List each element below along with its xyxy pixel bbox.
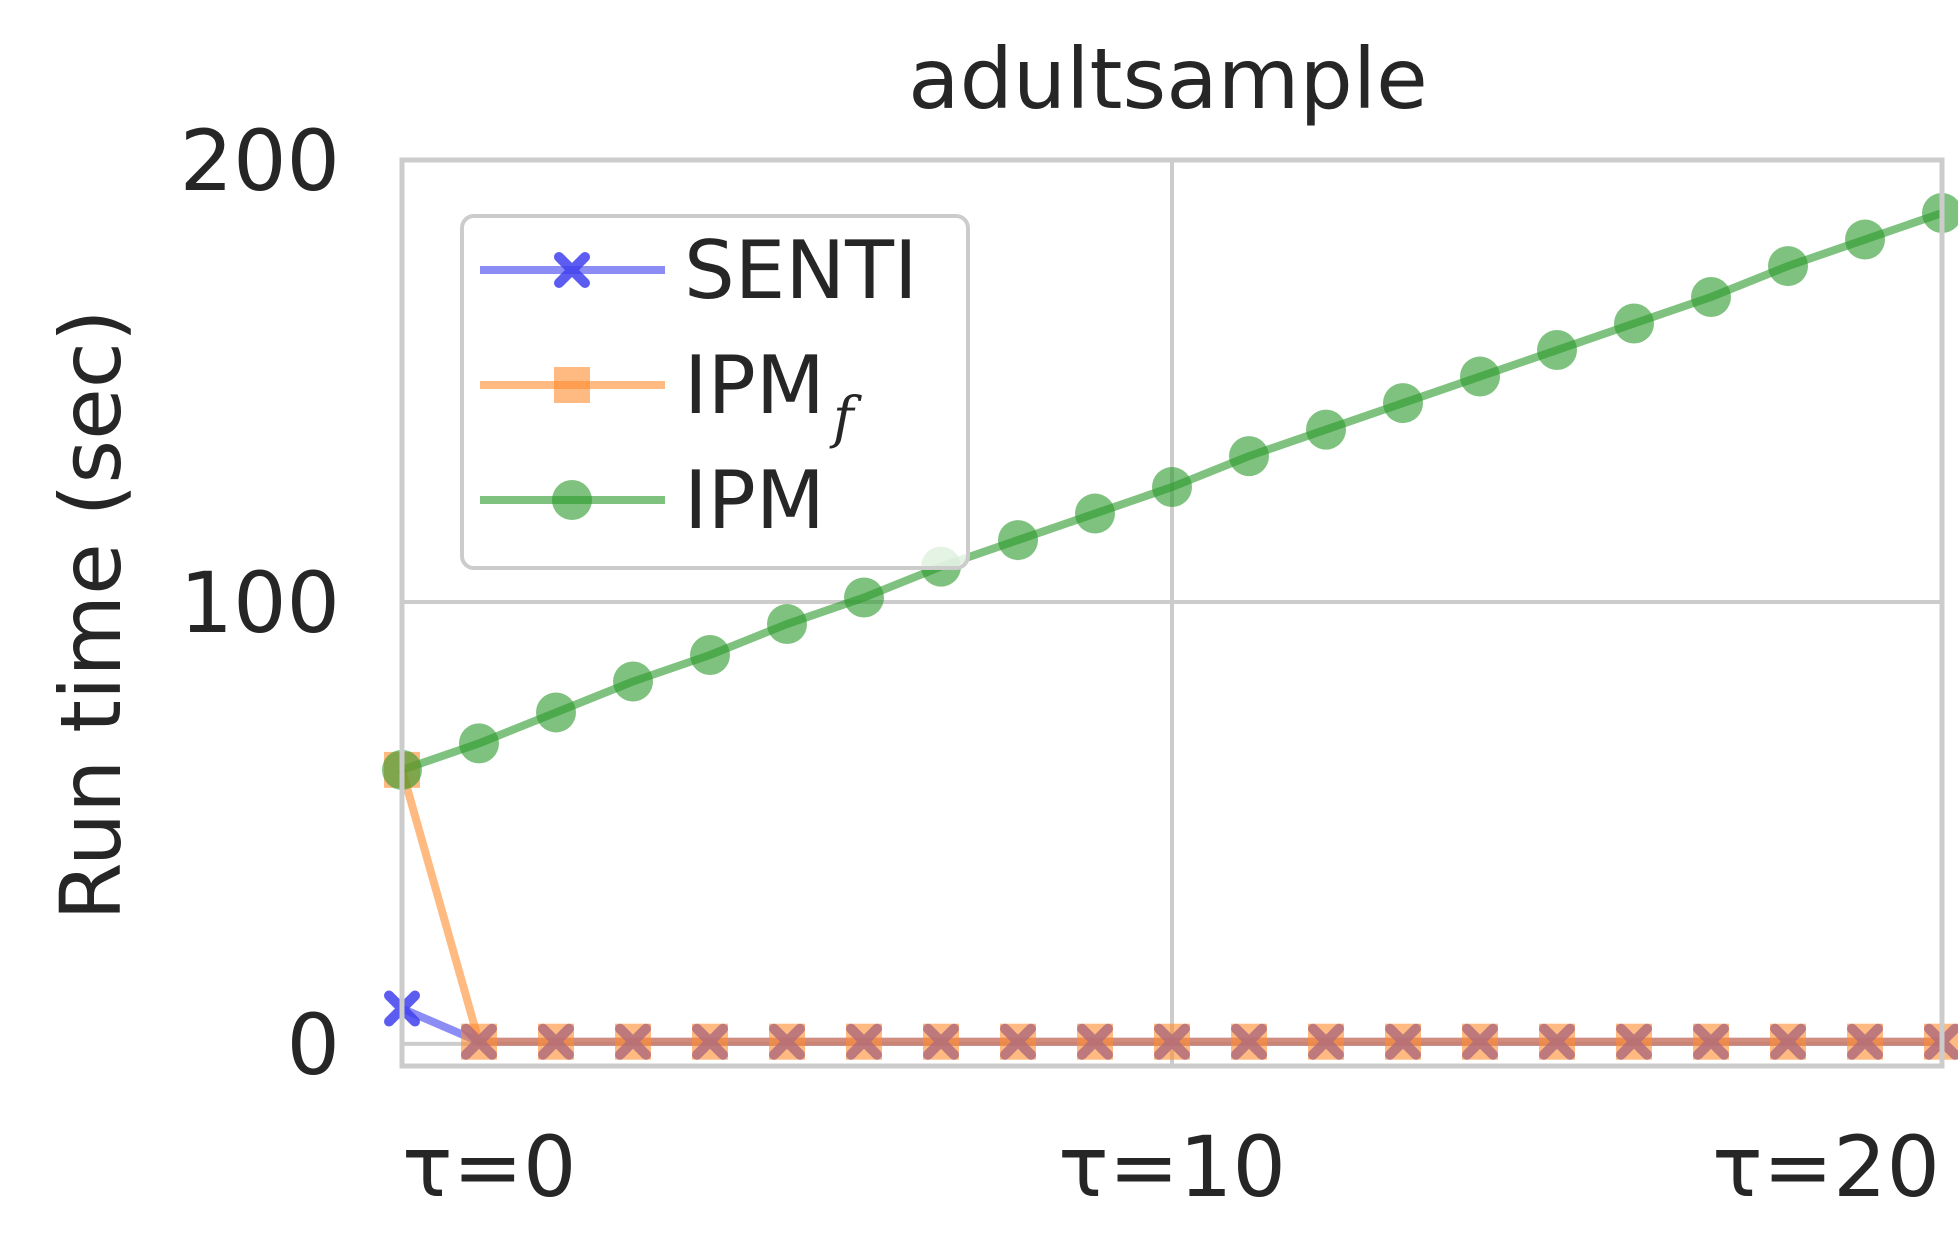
data-point-2-16: [1614, 303, 1654, 344]
plot-frame: [399, 157, 1945, 1069]
data-point-2-8: [998, 520, 1038, 561]
data-point-2-15: [1537, 330, 1577, 371]
x-tick-labels: τ=0 τ=10 τ=20: [402, 1118, 1940, 1216]
data-point-1-19: [1847, 1023, 1883, 1060]
data-point-2-4: [690, 634, 730, 675]
data-point-1-13: [1385, 1023, 1421, 1060]
data-point-2-6: [844, 577, 884, 618]
data-point-2-1: [459, 723, 499, 764]
x-tick-label-2: τ=20: [1712, 1118, 1940, 1216]
data-point-2-17: [1691, 277, 1731, 318]
data-point-1-14: [1462, 1023, 1498, 1060]
data-point-1-12: [1308, 1023, 1344, 1060]
data-point-2-5: [767, 604, 807, 645]
data-point-1-18: [1770, 1023, 1806, 1060]
data-point-1-17: [1693, 1023, 1729, 1060]
data-point-1-1: [461, 1023, 497, 1060]
data-point-2-14: [1460, 356, 1500, 397]
legend-label-2: IPM: [684, 454, 825, 547]
data-point-1-10: [1154, 1023, 1190, 1060]
series-markers: [382, 193, 1958, 1060]
data-point-2-18: [1768, 246, 1808, 287]
data-point-1-5: [769, 1023, 805, 1060]
series-markers-2: [382, 193, 1958, 790]
data-point-2-11: [1229, 436, 1269, 477]
data-point-1-15: [1539, 1023, 1575, 1060]
x-tick-label-1: τ=10: [1058, 1118, 1286, 1216]
y-axis-label: Run time (sec): [42, 309, 140, 920]
data-point-2-10: [1152, 467, 1192, 508]
data-point-1-6: [846, 1023, 882, 1060]
legend-box: [460, 214, 970, 570]
chart-title: adultsample: [908, 30, 1428, 128]
data-point-2-12: [1306, 409, 1346, 450]
data-point-1-3: [615, 1023, 651, 1060]
data-point-1-11: [1231, 1023, 1267, 1060]
series-markers-1: [384, 751, 1958, 1060]
legend-marker-0: [554, 252, 590, 288]
data-point-1-4: [692, 1023, 728, 1060]
legend-marker-2: [552, 480, 592, 520]
y-tick-label-1: 100: [180, 554, 340, 652]
data-point-1-8: [1000, 1023, 1036, 1060]
data-point-1-2: [538, 1023, 574, 1060]
data-point-2-9: [1075, 493, 1115, 534]
data-point-1-16: [1616, 1023, 1652, 1060]
x-tick-label-0: τ=0: [402, 1118, 576, 1216]
data-point-2-3: [613, 661, 653, 702]
data-point-1-7: [923, 1023, 959, 1060]
data-point-2-2: [536, 692, 576, 733]
y-tick-label-2: 200: [180, 112, 340, 210]
y-tick-labels: 0 100 200: [180, 112, 340, 1094]
data-point-2-19: [1845, 219, 1885, 260]
legend-label-0: SENTI: [684, 224, 918, 317]
legend-marker-1: [554, 367, 590, 403]
data-point-2-13: [1383, 383, 1423, 424]
y-tick-label-0: 0: [287, 996, 340, 1094]
data-point-1-9: [1077, 1023, 1113, 1060]
